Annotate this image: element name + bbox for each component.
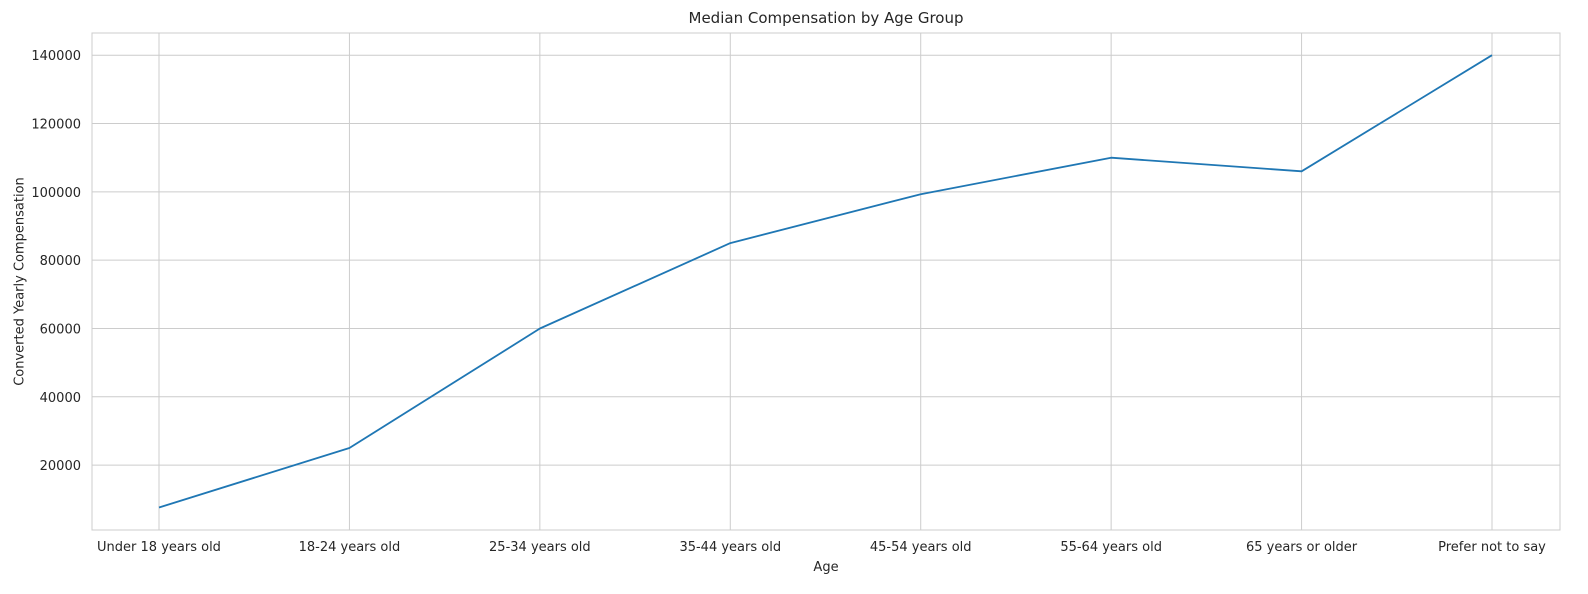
y-tick-label: 20000 <box>40 459 81 474</box>
chart-title: Median Compensation by Age Group <box>689 9 964 27</box>
y-tick-label: 100000 <box>31 186 81 201</box>
x-tick-label: 45-54 years old <box>870 540 972 555</box>
x-tick-label: 35-44 years old <box>679 540 781 555</box>
y-axis-label: Converted Yearly Compensation <box>13 177 28 386</box>
x-tick-label: 18-24 years old <box>299 540 401 555</box>
x-tick-labels: Under 18 years old 18-24 years old 25-34 y… <box>97 540 1546 555</box>
y-tick-label: 120000 <box>31 118 81 133</box>
grid-layer <box>92 33 1560 530</box>
x-axis-label: Age <box>813 560 838 575</box>
y-tick-label: 80000 <box>40 254 81 269</box>
x-tick-label: 65 years or older <box>1246 540 1358 555</box>
x-tick-label: Under 18 years old <box>97 540 221 555</box>
x-tick-label: 55-64 years old <box>1060 540 1162 555</box>
plot-frame <box>92 33 1560 530</box>
y-tick-label: 140000 <box>31 49 81 64</box>
y-tick-labels: 20000 40000 60000 80000 100000 120000 140000 <box>31 49 81 474</box>
x-tick-label: 25-34 years old <box>489 540 591 555</box>
x-tick-label: Prefer not to say <box>1438 540 1546 555</box>
y-tick-label: 60000 <box>40 322 81 337</box>
y-tick-label: 40000 <box>40 391 81 406</box>
